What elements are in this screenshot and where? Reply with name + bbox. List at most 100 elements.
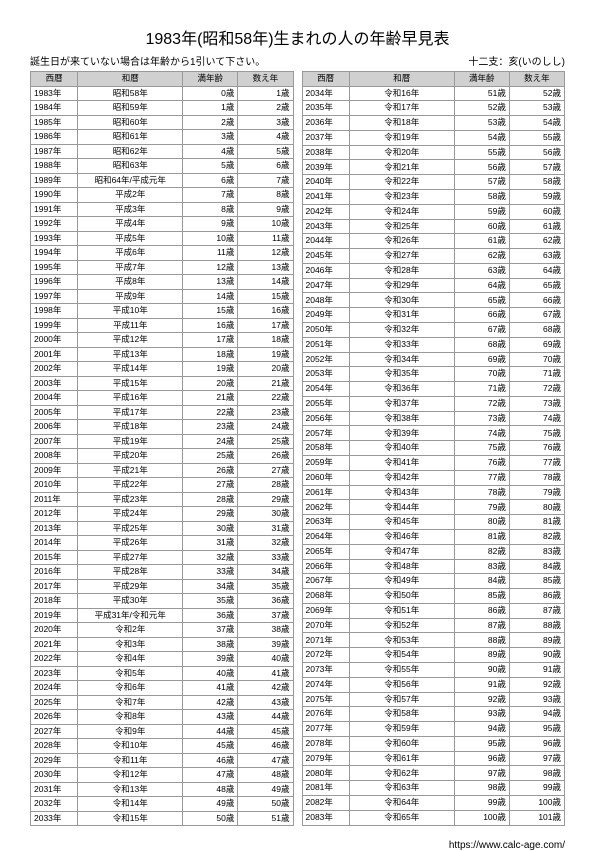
cell-era: 平成14年 <box>78 362 183 377</box>
table-row: 2024年令和6年41歳42歳 <box>31 681 294 696</box>
table-row: 1984年昭和59年1歳2歳 <box>31 101 294 116</box>
table-row: 2020年令和2年37歳38歳 <box>31 623 294 638</box>
cell-west: 2075年 <box>302 692 349 707</box>
th-west: 西暦 <box>302 72 349 87</box>
cell-west: 2027年 <box>31 724 78 739</box>
cell-west: 2053年 <box>302 367 349 382</box>
cell-west: 2041年 <box>302 189 349 204</box>
cell-full-age: 91歳 <box>454 677 509 692</box>
cell-era: 令和30年 <box>349 293 454 308</box>
cell-full-age: 83歳 <box>454 559 509 574</box>
table-row: 2053年令和35年70歳71歳 <box>302 367 565 382</box>
cell-full-age: 74歳 <box>454 426 509 441</box>
cell-count-age: 57歳 <box>509 160 564 175</box>
table-row: 2062年令和44年79歳80歳 <box>302 500 565 515</box>
cell-full-age: 66歳 <box>454 308 509 323</box>
cell-full-age: 53歳 <box>454 116 509 131</box>
cell-west: 2060年 <box>302 470 349 485</box>
cell-west: 2070年 <box>302 618 349 633</box>
cell-west: 2019年 <box>31 608 78 623</box>
cell-west: 2020年 <box>31 623 78 638</box>
cell-era: 平成11年 <box>78 318 183 333</box>
table-row: 2076年令和58年93歳94歳 <box>302 707 565 722</box>
cell-era: 令和9年 <box>78 724 183 739</box>
cell-era: 昭和63年 <box>78 159 183 174</box>
table-row: 2051年令和33年68歳69歳 <box>302 337 565 352</box>
table-row: 2079年令和61年96歳97歳 <box>302 751 565 766</box>
cell-full-age: 35歳 <box>183 594 238 609</box>
cell-west: 2016年 <box>31 565 78 580</box>
cell-west: 2010年 <box>31 478 78 493</box>
cell-full-age: 82歳 <box>454 544 509 559</box>
cell-full-age: 56歳 <box>454 160 509 175</box>
cell-full-age: 49歳 <box>183 797 238 812</box>
cell-era: 令和19年 <box>349 130 454 145</box>
cell-count-age: 93歳 <box>509 692 564 707</box>
table-row: 1988年昭和63年5歳6歳 <box>31 159 294 174</box>
cell-west: 2035年 <box>302 101 349 116</box>
table-row: 2023年令和5年40歳41歳 <box>31 666 294 681</box>
cell-count-age: 66歳 <box>509 293 564 308</box>
cell-count-age: 96歳 <box>509 736 564 751</box>
cell-era: 平成10年 <box>78 304 183 319</box>
cell-era: 令和31年 <box>349 308 454 323</box>
cell-count-age: 88歳 <box>509 618 564 633</box>
cell-west: 2051年 <box>302 337 349 352</box>
cell-count-age: 21歳 <box>238 376 293 391</box>
note-text: 誕生日が来ていない場合は年齢から1引いて下さい。 <box>30 53 265 68</box>
cell-count-age: 95歳 <box>509 722 564 737</box>
cell-count-age: 18歳 <box>238 333 293 348</box>
cell-era: 平成22年 <box>78 478 183 493</box>
cell-full-age: 32歳 <box>183 550 238 565</box>
cell-full-age: 95歳 <box>454 736 509 751</box>
cell-full-age: 43歳 <box>183 710 238 725</box>
cell-era: 令和2年 <box>78 623 183 638</box>
cell-west: 2038年 <box>302 145 349 160</box>
cell-full-age: 47歳 <box>183 768 238 783</box>
cell-count-age: 5歳 <box>238 144 293 159</box>
cell-count-age: 63歳 <box>509 249 564 264</box>
cell-full-age: 50歳 <box>183 811 238 826</box>
cell-west: 2072年 <box>302 648 349 663</box>
cell-west: 2073年 <box>302 662 349 677</box>
cell-count-age: 72歳 <box>509 382 564 397</box>
cell-west: 2004年 <box>31 391 78 406</box>
table-row: 2060年令和42年77歳78歳 <box>302 470 565 485</box>
table-row: 2004年平成16年21歳22歳 <box>31 391 294 406</box>
cell-era: 令和15年 <box>78 811 183 826</box>
cell-west: 1991年 <box>31 202 78 217</box>
cell-count-age: 62歳 <box>509 234 564 249</box>
cell-era: 令和44年 <box>349 500 454 515</box>
cell-era: 令和14年 <box>78 797 183 812</box>
cell-west: 2046年 <box>302 263 349 278</box>
table-row: 2002年平成14年19歳20歳 <box>31 362 294 377</box>
cell-west: 1996年 <box>31 275 78 290</box>
table-row: 1991年平成3年8歳9歳 <box>31 202 294 217</box>
th-count: 数え年 <box>238 72 293 87</box>
table-row: 2033年令和15年50歳51歳 <box>31 811 294 826</box>
cell-era: 令和63年 <box>349 781 454 796</box>
cell-west: 2013年 <box>31 521 78 536</box>
cell-count-age: 9歳 <box>238 202 293 217</box>
cell-west: 2030年 <box>31 768 78 783</box>
cell-era: 平成9年 <box>78 289 183 304</box>
table-row: 2048年令和30年65歳66歳 <box>302 293 565 308</box>
page-title: 1983年(昭和58年)生まれの人の年齢早見表 <box>30 25 565 49</box>
cell-era: 令和7年 <box>78 695 183 710</box>
cell-full-age: 45歳 <box>183 739 238 754</box>
table-row: 2021年令和3年38歳39歳 <box>31 637 294 652</box>
table-row: 2064年令和46年81歳82歳 <box>302 529 565 544</box>
cell-full-age: 21歳 <box>183 391 238 406</box>
cell-full-age: 41歳 <box>183 681 238 696</box>
table-row: 2059年令和41年76歳77歳 <box>302 456 565 471</box>
cell-count-age: 54歳 <box>509 116 564 131</box>
cell-full-age: 55歳 <box>454 145 509 160</box>
cell-full-age: 29歳 <box>183 507 238 522</box>
cell-era: 令和12年 <box>78 768 183 783</box>
cell-west: 1985年 <box>31 115 78 130</box>
table-row: 1999年平成11年16歳17歳 <box>31 318 294 333</box>
cell-count-age: 101歳 <box>509 810 564 825</box>
table-row: 2058年令和40年75歳76歳 <box>302 441 565 456</box>
cell-era: 昭和64年/平成元年 <box>78 173 183 188</box>
cell-full-age: 85歳 <box>454 589 509 604</box>
